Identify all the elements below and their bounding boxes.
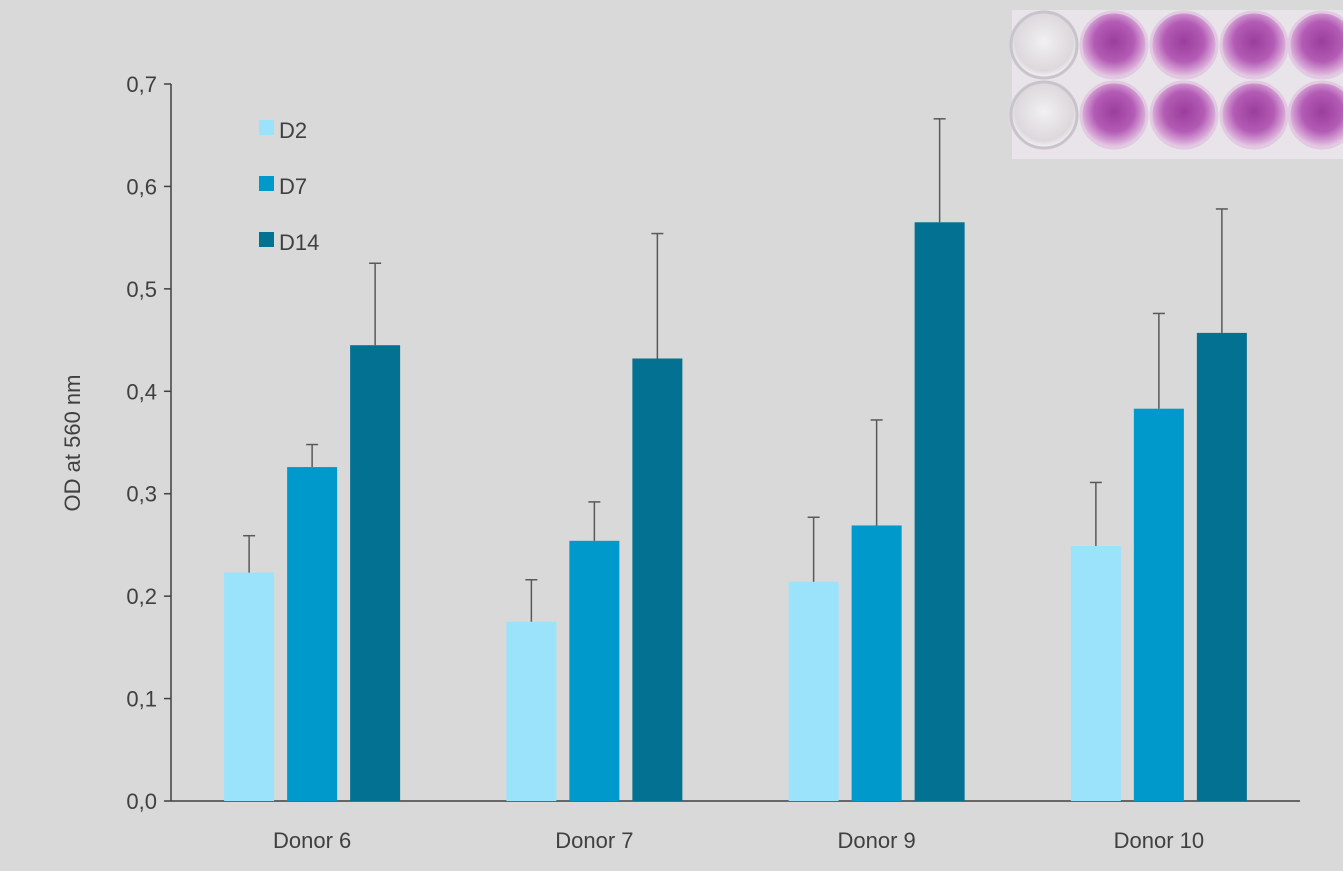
stained-well	[1079, 10, 1149, 80]
well-row-1	[1009, 10, 1343, 80]
error-bar	[588, 501, 601, 541]
y-tick-label: 0,4	[126, 379, 157, 404]
empty-well	[1009, 80, 1079, 150]
x-tick-label: Donor 9	[837, 828, 915, 853]
error-bar	[243, 534, 256, 573]
error-bars	[243, 118, 1228, 622]
well-row-2	[1009, 80, 1343, 150]
legend: D2 D7 D14	[259, 118, 319, 255]
x-tick-label: Donor 10	[1114, 828, 1205, 853]
x-tick-labels: Donor 6 Donor 7 Donor 9 Donor 10	[273, 828, 1204, 853]
legend-swatch	[259, 176, 274, 191]
error-bar	[870, 419, 883, 526]
stained-well	[1149, 10, 1219, 80]
y-tick-label: 0,1	[126, 687, 157, 712]
bar-d14-donor-10	[1196, 332, 1247, 801]
error-bar	[1215, 208, 1228, 333]
bar-d2-donor-7	[506, 621, 557, 801]
stained-well	[1219, 10, 1289, 80]
y-tick-label: 0,2	[126, 584, 157, 609]
y-axis-title: OD at 560 nm	[60, 375, 85, 512]
stained-well	[1287, 80, 1343, 150]
bar-d7-donor-6	[287, 467, 338, 801]
bar-d7-donor-10	[1133, 408, 1184, 801]
error-bar	[1089, 481, 1102, 546]
error-bar	[525, 579, 538, 622]
bar-d7-donor-7	[569, 540, 620, 801]
y-tick-label: 0,7	[126, 72, 157, 97]
error-bar	[1152, 312, 1165, 409]
bar-d2-donor-9	[788, 581, 839, 801]
bar-d14-donor-6	[350, 345, 401, 801]
error-bar	[306, 443, 319, 468]
y-tick-labels: 0,0 0,1 0,2 0,3 0,4 0,5 0,6 0,7	[126, 72, 157, 814]
error-bar	[933, 118, 946, 223]
legend-label: D2	[279, 118, 307, 143]
error-bar	[807, 516, 820, 582]
stained-well	[1287, 10, 1343, 80]
legend-label: D14	[279, 230, 319, 255]
bar-d14-donor-7	[632, 358, 683, 801]
bar-d2-donor-10	[1070, 545, 1121, 801]
empty-well	[1009, 10, 1079, 80]
y-tick-label: 0,0	[126, 789, 157, 814]
stained-well	[1219, 80, 1289, 150]
legend-swatch	[259, 232, 274, 247]
legend-swatch	[259, 120, 274, 135]
bar-d2-donor-6	[224, 572, 275, 801]
error-bar	[369, 262, 382, 346]
x-tick-label: Donor 6	[273, 828, 351, 853]
y-tick-label: 0,3	[126, 482, 157, 507]
microplate-wells-photo	[1009, 10, 1343, 159]
y-tick-label: 0,5	[126, 277, 157, 302]
stained-well	[1079, 80, 1149, 150]
y-tick-label: 0,6	[126, 174, 157, 199]
legend-label: D7	[279, 174, 307, 199]
bar-d7-donor-9	[851, 525, 902, 801]
error-bar	[651, 232, 664, 359]
bars	[224, 222, 1247, 801]
x-tick-label: Donor 7	[555, 828, 633, 853]
stained-well	[1149, 80, 1219, 150]
bar-d14-donor-9	[914, 222, 965, 801]
